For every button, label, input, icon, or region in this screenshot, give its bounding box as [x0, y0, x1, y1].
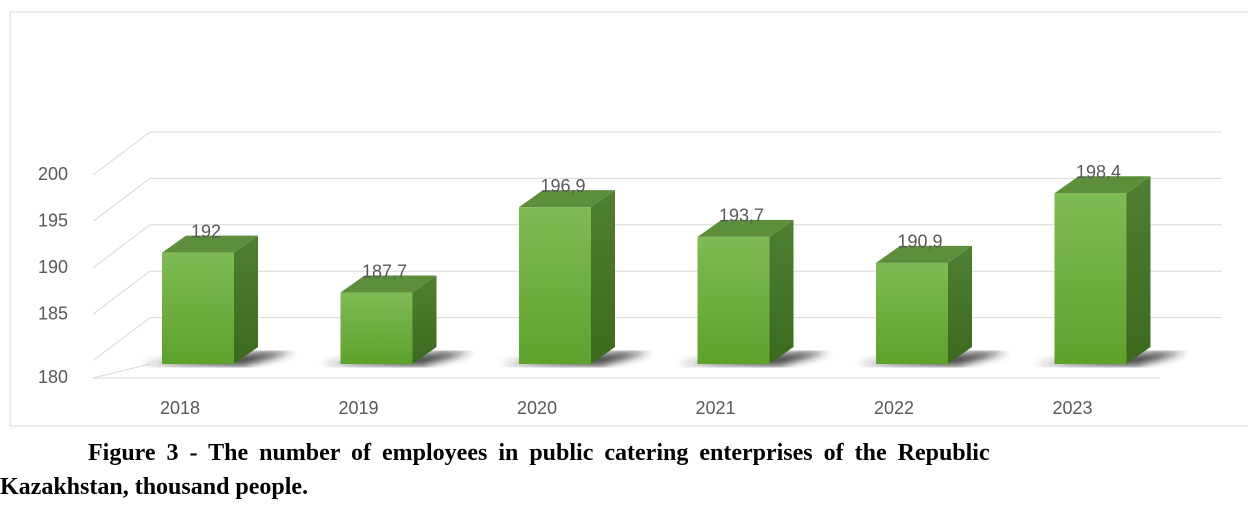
bar-top	[697, 219, 794, 237]
x-tick-label: 2021	[695, 398, 735, 418]
x-tick-label: 2020	[517, 398, 557, 418]
bar-top	[519, 190, 615, 208]
grid-line	[92, 317, 151, 361]
bar-top	[876, 245, 972, 263]
bar	[519, 207, 591, 364]
bar-side	[769, 219, 794, 364]
bar-top	[340, 275, 437, 293]
data-label: 198,4	[1076, 162, 1121, 182]
bar-top	[162, 235, 258, 253]
data-label: 193,7	[719, 206, 764, 226]
y-tick-label: 180	[38, 367, 68, 387]
y-tick-label: 185	[38, 303, 68, 323]
grid-line	[92, 270, 151, 315]
bar	[340, 292, 413, 364]
bar-side	[234, 235, 258, 364]
data-label: 187,7	[362, 261, 407, 281]
data-label: 192	[191, 221, 221, 241]
bar-side	[948, 245, 972, 364]
bar-side	[1126, 176, 1151, 364]
y-tick-label: 200	[38, 164, 68, 184]
x-tick-label: 2023	[1052, 398, 1092, 418]
bar-side	[412, 275, 437, 364]
y-tick-label: 195	[38, 211, 68, 231]
x-tick-label: 2022	[874, 398, 914, 418]
floor	[92, 363, 1160, 379]
wall-edge	[92, 131, 151, 176]
bar-top	[1054, 176, 1151, 194]
x-tick-label: 2019	[338, 398, 378, 418]
bar-side	[591, 190, 615, 364]
bar	[876, 262, 948, 364]
y-tick-label: 190	[38, 257, 68, 277]
caption: Kazakhstan, thousand people.	[0, 474, 309, 500]
bar	[1054, 193, 1127, 364]
chart-border	[9, 11, 1248, 427]
grid-line	[92, 178, 151, 222]
bar	[697, 236, 770, 364]
x-tick-label: 2018	[160, 398, 200, 418]
grid-line	[92, 224, 151, 269]
caption: Figure 3 - The number of employees in pu…	[88, 440, 990, 466]
chart: 180 185 190 195 200 2018 192 2019 187,7 2020 196,9…	[9, 11, 1248, 427]
data-label: 196,9	[540, 176, 585, 196]
bar	[162, 252, 234, 364]
data-label: 190,9	[897, 232, 942, 252]
